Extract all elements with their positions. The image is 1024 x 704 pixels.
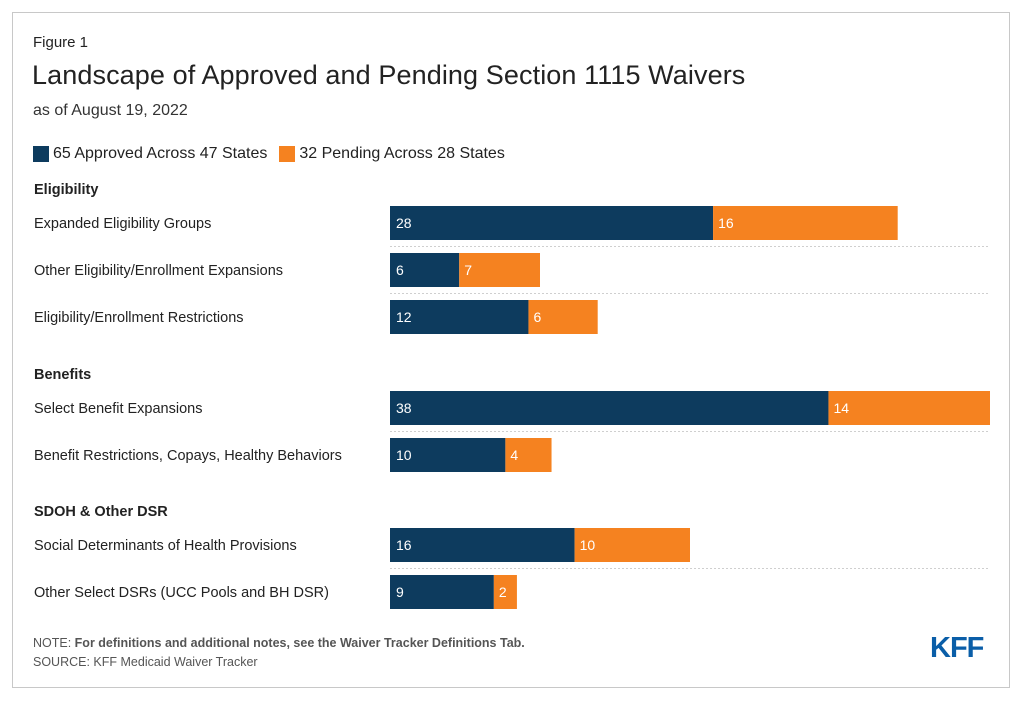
bar-pending [505,438,552,472]
category-label: Benefit Restrictions, Copays, Healthy Be… [34,448,342,464]
data-label-approved: 16 [396,537,412,553]
note-text: For definitions and additional notes, se… [74,636,525,650]
group-heading: SDOH & Other DSR [34,504,168,520]
category-label: Eligibility/Enrollment Restrictions [34,310,244,326]
note-prefix: NOTE: [33,636,75,650]
category-label: Select Benefit Expansions [34,401,202,417]
chart-title: Landscape of Approved and Pending Sectio… [32,60,746,90]
data-label-pending: 14 [833,400,849,416]
bar-approved [390,528,575,562]
bar-pending [713,206,898,240]
data-label-approved: 6 [396,262,404,278]
category-label: Other Eligibility/Enrollment Expansions [34,263,283,279]
data-label-approved: 10 [396,447,412,463]
legend-label-approved: 65 Approved Across 47 States [53,145,268,162]
legend-item-approved: 65 Approved Across 47 States [33,145,267,163]
bar-approved [390,253,460,287]
bar-approved [390,575,494,609]
data-label-approved: 9 [396,584,404,600]
data-label-pending: 16 [718,215,734,231]
legend-swatch-pending [279,146,296,162]
data-label-pending: 2 [499,584,507,600]
bar-approved [390,391,829,425]
bar-pending [574,528,690,562]
bar-pending [828,391,990,425]
bar-pending [459,253,540,287]
data-label-approved: 38 [396,400,412,416]
data-label-approved: 12 [396,309,412,325]
bar-approved [390,300,529,334]
category-label: Other Select DSRs (UCC Pools and BH DSR) [34,585,329,601]
bar-approved [390,438,506,472]
legend: 65 Approved Across 47 States 32 Pending … [33,145,517,163]
figure-frame [12,12,1010,688]
category-label: Social Determinants of Health Provisions [34,538,297,554]
group-heading: Benefits [34,367,91,383]
category-label: Expanded Eligibility Groups [34,216,211,232]
data-label-approved: 28 [396,215,412,231]
data-label-pending: 4 [510,447,518,463]
bar-pending [528,300,598,334]
kff-logo: KFF [930,632,984,664]
data-label-pending: 10 [580,537,596,553]
legend-swatch-approved [33,146,49,162]
bar-pending [493,575,517,609]
source: SOURCE: KFF Medicaid Waiver Tracker [33,655,258,669]
group-heading: Eligibility [34,182,98,198]
legend-item-pending: 32 Pending Across 28 States [279,145,505,163]
chart-subtitle: as of August 19, 2022 [33,102,188,119]
bar-approved [390,206,714,240]
note: NOTE: For definitions and additional not… [33,636,525,650]
legend-label-pending: 32 Pending Across 28 States [299,145,505,162]
data-label-pending: 7 [464,262,472,278]
figure-label: Figure 1 [33,34,89,51]
data-label-pending: 6 [533,309,541,325]
